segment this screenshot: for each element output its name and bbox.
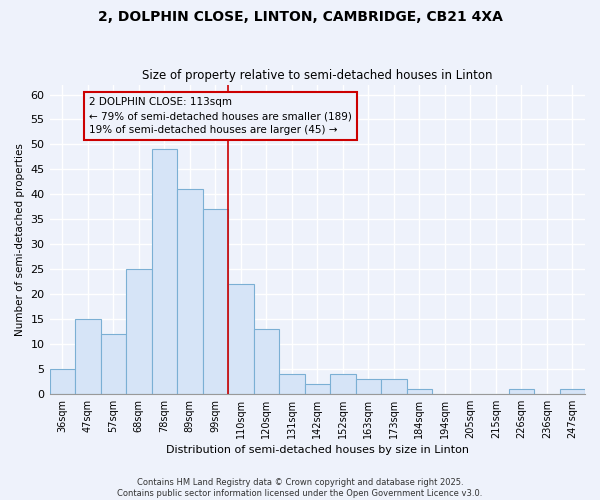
- Bar: [381, 379, 407, 394]
- Text: 2 DOLPHIN CLOSE: 113sqm
← 79% of semi-detached houses are smaller (189)
19% of s: 2 DOLPHIN CLOSE: 113sqm ← 79% of semi-de…: [89, 97, 352, 135]
- Bar: [509, 389, 534, 394]
- Bar: [228, 284, 254, 394]
- Bar: [279, 374, 305, 394]
- Bar: [126, 269, 152, 394]
- Bar: [101, 334, 126, 394]
- Bar: [305, 384, 330, 394]
- Text: 2, DOLPHIN CLOSE, LINTON, CAMBRIDGE, CB21 4XA: 2, DOLPHIN CLOSE, LINTON, CAMBRIDGE, CB2…: [98, 10, 502, 24]
- Text: Contains HM Land Registry data © Crown copyright and database right 2025.
Contai: Contains HM Land Registry data © Crown c…: [118, 478, 482, 498]
- Bar: [75, 319, 101, 394]
- X-axis label: Distribution of semi-detached houses by size in Linton: Distribution of semi-detached houses by …: [166, 445, 469, 455]
- Y-axis label: Number of semi-detached properties: Number of semi-detached properties: [15, 143, 25, 336]
- Bar: [152, 150, 177, 394]
- Bar: [203, 210, 228, 394]
- Bar: [330, 374, 356, 394]
- Bar: [50, 369, 75, 394]
- Bar: [560, 389, 585, 394]
- Title: Size of property relative to semi-detached houses in Linton: Size of property relative to semi-detach…: [142, 69, 493, 82]
- Bar: [407, 389, 432, 394]
- Bar: [177, 190, 203, 394]
- Bar: [356, 379, 381, 394]
- Bar: [254, 329, 279, 394]
